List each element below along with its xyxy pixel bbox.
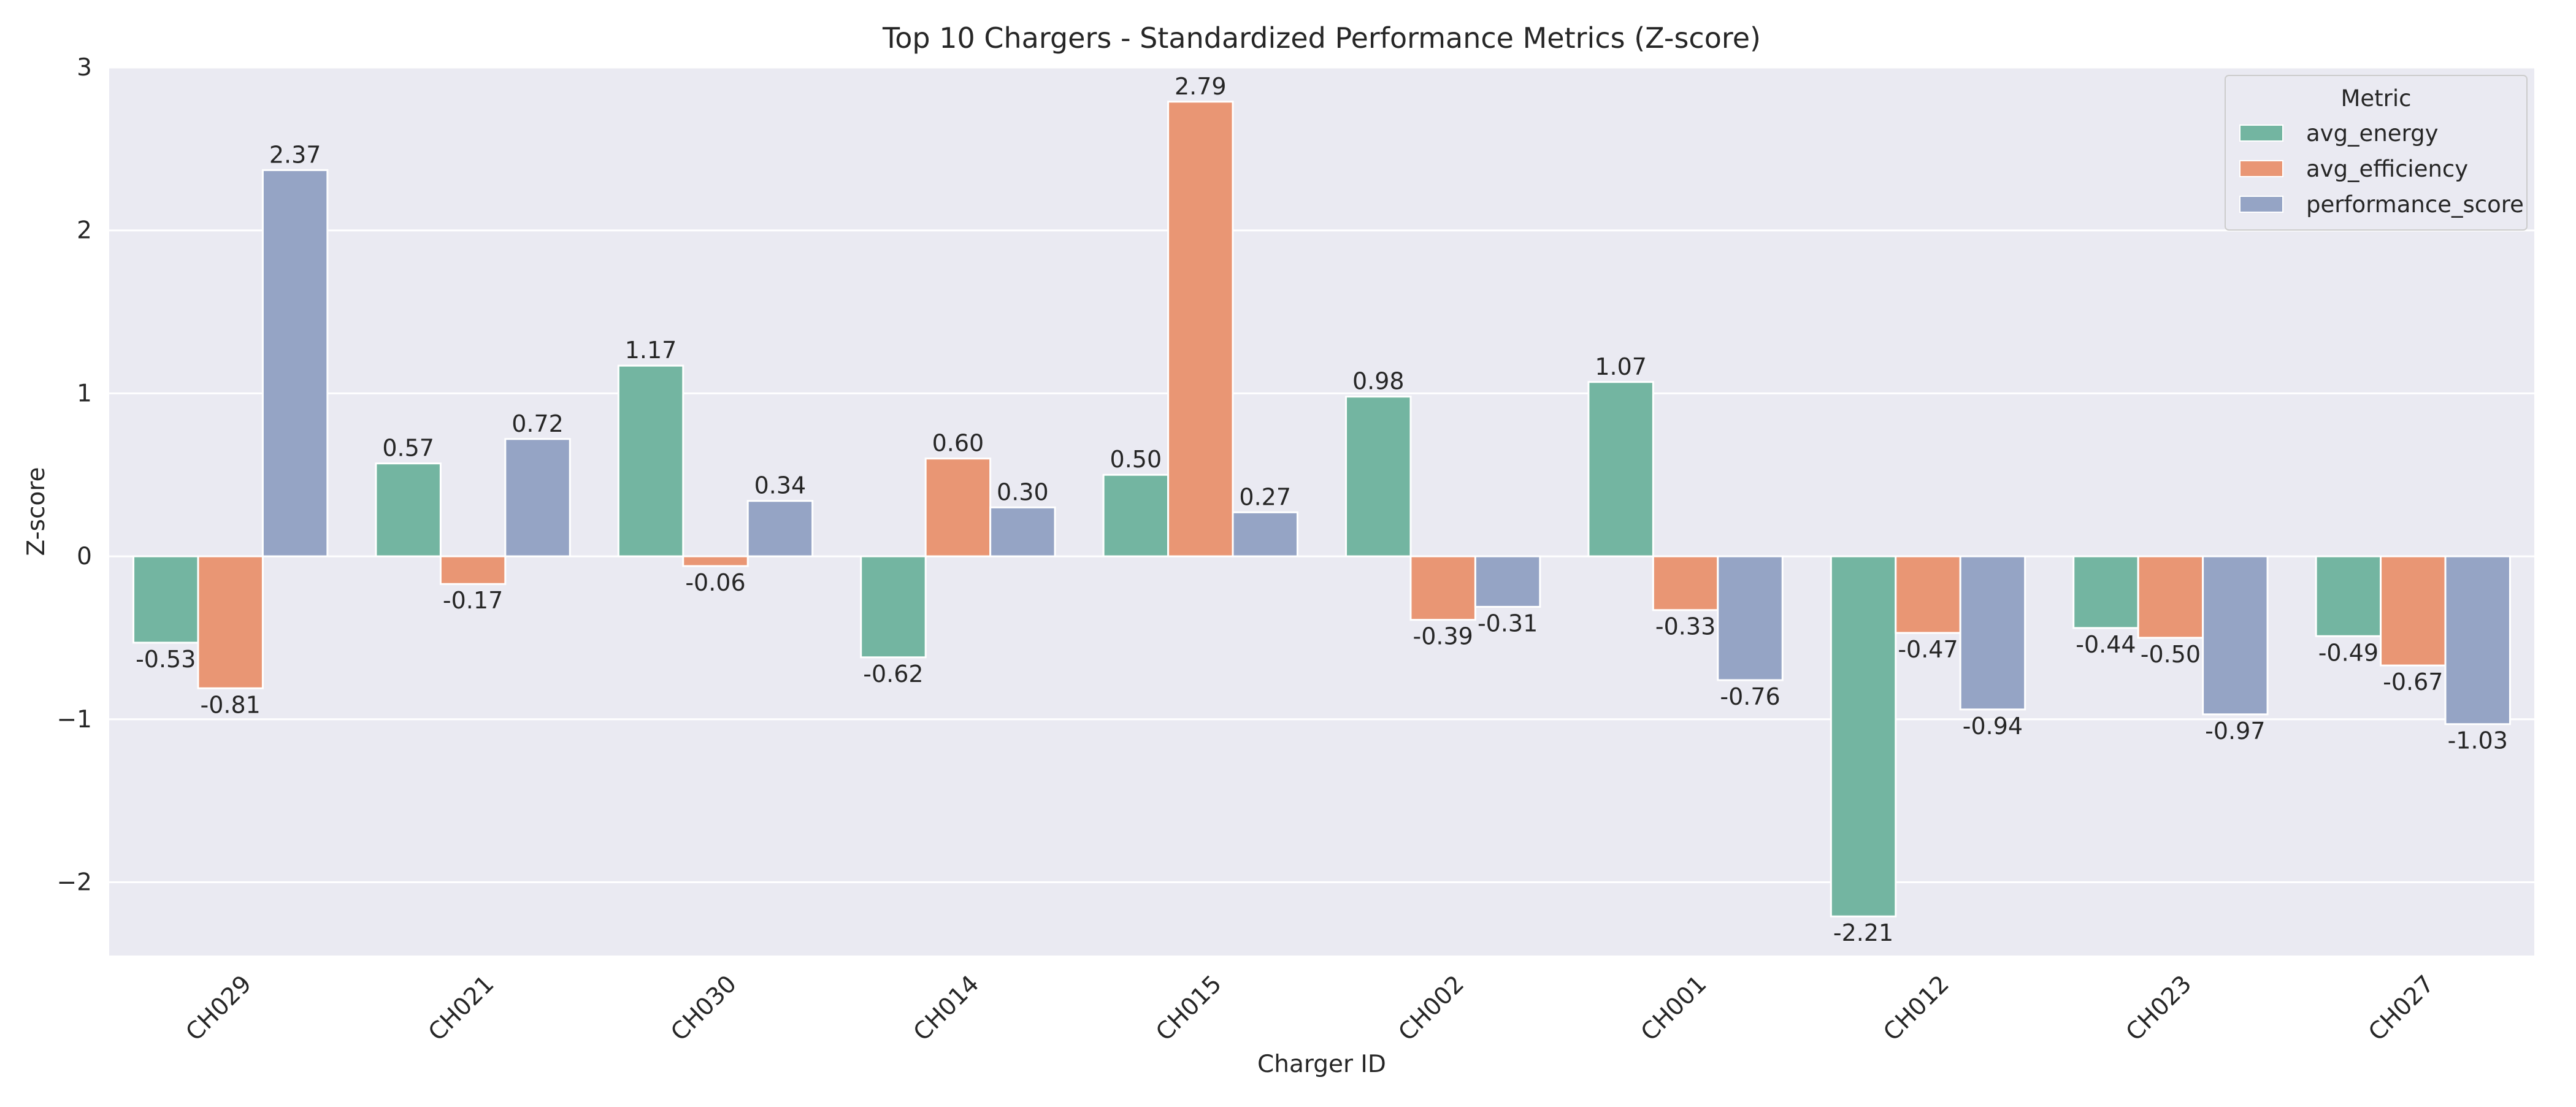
bar-avg_energy-CH001 <box>1587 381 1654 557</box>
bars <box>132 101 2511 917</box>
legend-box <box>2225 75 2528 231</box>
value-label: -0.33 <box>1655 613 1715 640</box>
value-label: -0.50 <box>2141 641 2201 668</box>
value-label: -0.97 <box>2205 718 2265 745</box>
legend-label: avg_efficiency <box>2306 156 2468 182</box>
bar-avg_energy-CH023 <box>2072 555 2139 629</box>
legend-items: avg_energy avg_efficiency performance_scor… <box>2239 120 2524 218</box>
y-tick-label: −1 <box>57 706 93 734</box>
value-label: -0.17 <box>443 587 503 614</box>
x-tick-label: CH014 <box>908 970 984 1046</box>
x-tick-labels: CH029 CH021 CH030 CH014 CH015 CH002 CH001 CH012… <box>181 970 2440 1046</box>
legend-swatch-avg_efficiency <box>2239 160 2283 177</box>
bar-avg_efficiency-CH015 <box>1167 101 1234 557</box>
bar-performance_score-CH021 <box>504 438 571 557</box>
value-label: 0.30 <box>997 478 1049 505</box>
y-tick-label: 2 <box>77 217 92 245</box>
legend-title: Metric <box>2340 85 2411 112</box>
value-label: 0.50 <box>1110 446 1162 473</box>
value-label: -0.53 <box>136 646 196 673</box>
bar-avg_efficiency-CH012 <box>1895 555 1961 634</box>
value-label: -0.31 <box>1478 610 1538 637</box>
x-tick-label: CH015 <box>1151 970 1227 1046</box>
bar-avg_energy-CH030 <box>617 364 684 557</box>
value-label: -0.06 <box>685 569 745 596</box>
bar-avg_efficiency-CH027 <box>2380 555 2447 667</box>
legend: Metric avg_energy avg_efficiency performan… <box>2225 75 2528 231</box>
x-tick-label: CH001 <box>1636 970 1712 1046</box>
bar-performance_score-CH030 <box>746 500 814 557</box>
value-label: 2.37 <box>269 141 321 168</box>
bar-performance_score-CH023 <box>2202 555 2269 716</box>
value-label: 1.17 <box>625 337 677 364</box>
value-label: 0.34 <box>754 472 807 499</box>
bar-avg_efficiency-CH023 <box>2137 555 2204 639</box>
value-label: 0.27 <box>1239 483 1291 510</box>
value-label: -2.21 <box>1833 919 1893 946</box>
bar-performance_score-CH014 <box>989 506 1056 557</box>
x-tick-label: CH029 <box>181 970 257 1046</box>
bar-avg_energy-CH021 <box>375 462 442 557</box>
value-label: 0.98 <box>1352 368 1405 395</box>
value-label: -0.47 <box>1898 636 1958 663</box>
bar-performance_score-CH012 <box>1959 555 2026 711</box>
bar-avg_energy-CH029 <box>132 555 199 644</box>
legend-swatch-performance_score <box>2239 196 2283 213</box>
x-tick-label: CH023 <box>2121 970 2197 1046</box>
value-label: -0.62 <box>863 661 923 688</box>
y-tick-label: −2 <box>57 868 93 896</box>
bar-performance_score-CH015 <box>1232 511 1298 557</box>
y-axis-label: Z-score <box>23 467 50 556</box>
legend-swatch-avg_energy <box>2239 124 2283 142</box>
value-label: -1.03 <box>2448 727 2508 754</box>
bar-avg_energy-CH012 <box>1830 555 1897 917</box>
bar-performance_score-CH002 <box>1474 555 1541 608</box>
value-label: -0.76 <box>1720 683 1780 710</box>
x-tick-label: CH030 <box>665 970 742 1046</box>
value-label: 0.57 <box>382 435 434 462</box>
legend-label: avg_energy <box>2306 120 2438 147</box>
plot-background <box>109 67 2534 956</box>
value-label: 2.79 <box>1175 73 1227 100</box>
bar-performance_score-CH029 <box>261 169 329 557</box>
bar-avg_efficiency-CH030 <box>682 555 749 567</box>
bar-performance_score-CH001 <box>1717 555 1784 681</box>
x-tick-label: CH021 <box>423 970 499 1046</box>
value-label: -0.67 <box>2383 668 2443 695</box>
y-tick-labels: −2 −1 0 1 2 3 <box>57 54 93 896</box>
value-label: -0.81 <box>201 691 261 718</box>
bar-avg_efficiency-CH002 <box>1409 555 1476 621</box>
bar-avg_efficiency-CH014 <box>924 458 992 557</box>
chart-title: Top 10 Chargers - Standardized Performan… <box>882 21 1761 55</box>
bar-avg_efficiency-CH021 <box>439 555 507 585</box>
value-label: -0.49 <box>2318 639 2379 666</box>
bar-avg_energy-CH027 <box>2315 555 2382 637</box>
bar-avg_energy-CH014 <box>860 555 927 659</box>
x-tick-label: CH012 <box>1878 970 1954 1046</box>
bar-avg_energy-CH002 <box>1345 396 1412 557</box>
legend-label: performance_score <box>2306 191 2524 218</box>
bar-avg_efficiency-CH001 <box>1652 555 1719 611</box>
value-label: 0.60 <box>932 430 984 457</box>
bar-performance_score-CH027 <box>2444 555 2511 726</box>
value-labels: -0.53-0.81 2.37 0.57 -0.17 0.72 1.17 -0.06 0.34… <box>136 73 2508 946</box>
y-tick-label: 1 <box>77 380 92 407</box>
x-tick-label: CH002 <box>1393 970 1470 1046</box>
y-tick-label: 3 <box>77 54 92 82</box>
y-tick-label: 0 <box>77 543 92 570</box>
x-tick-label: CH027 <box>2363 970 2439 1046</box>
bar-avg_efficiency-CH029 <box>197 555 264 689</box>
value-label: -0.44 <box>2076 631 2136 658</box>
value-label: -0.39 <box>1413 623 1473 650</box>
bar-avg_energy-CH015 <box>1102 473 1170 557</box>
value-label: -0.94 <box>1963 713 2023 740</box>
value-label: 1.07 <box>1595 353 1647 380</box>
x-axis-label: Charger ID <box>1257 1051 1386 1078</box>
value-label: 0.72 <box>512 410 564 437</box>
